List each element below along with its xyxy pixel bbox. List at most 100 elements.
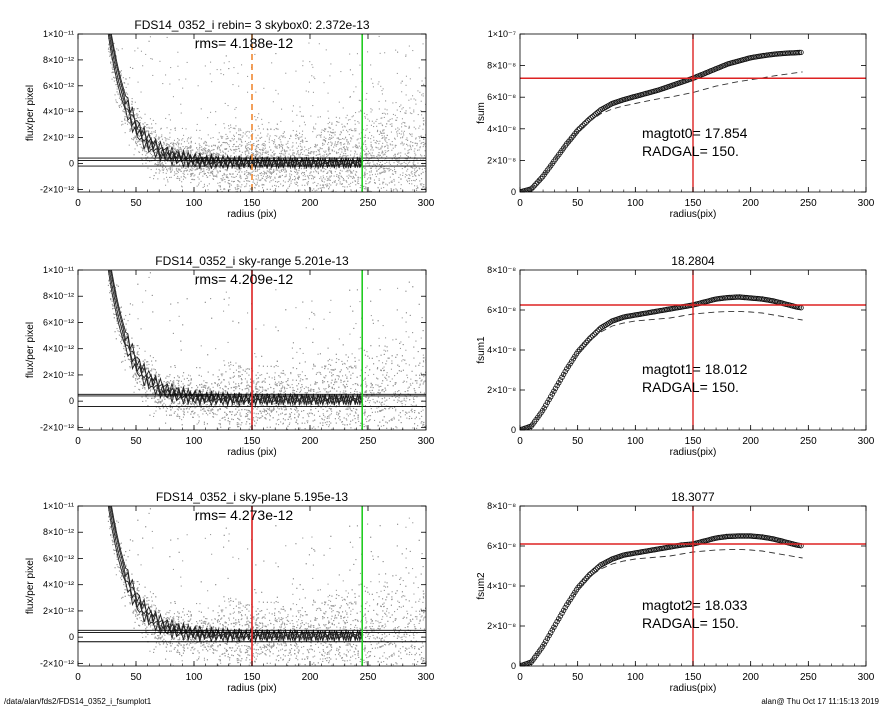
- scatter-point: [328, 179, 330, 181]
- scatter-point: [257, 169, 259, 171]
- scatter-point: [342, 154, 344, 156]
- scatter-point: [133, 154, 135, 156]
- scatter-point: [328, 177, 330, 179]
- scatter-point: [350, 140, 352, 142]
- scatter-point: [337, 176, 339, 178]
- scatter-point: [412, 167, 414, 169]
- scatter-point: [247, 172, 249, 174]
- scatter-point: [218, 132, 220, 134]
- scatter-point: [196, 147, 198, 149]
- scatter-point: [358, 122, 360, 124]
- scatter-point: [190, 169, 192, 171]
- scatter-point: [414, 148, 416, 150]
- scatter-point: [381, 150, 383, 152]
- scatter-point: [418, 175, 420, 177]
- scatter-point: [290, 134, 292, 136]
- scatter-point: [208, 167, 210, 169]
- scatter-point: [375, 146, 377, 148]
- scatter-point: [321, 180, 323, 182]
- scatter-point: [309, 61, 311, 63]
- scatter-point: [352, 146, 354, 148]
- scatter-point: [320, 176, 322, 178]
- scatter-point: [124, 119, 126, 121]
- scatter-point: [131, 98, 133, 100]
- y-tick-label: 2×10⁻¹²: [43, 133, 74, 143]
- scatter-point: [181, 127, 183, 129]
- scatter-point: [134, 148, 136, 150]
- scatter-point: [190, 161, 192, 163]
- scatter-point: [292, 179, 294, 181]
- scatter-point: [232, 173, 234, 175]
- scatter-point: [379, 161, 381, 163]
- scatter-point: [235, 117, 237, 119]
- y-tick-label: -2×10⁻¹²: [40, 184, 74, 194]
- scatter-point: [151, 133, 153, 135]
- scatter-point: [377, 140, 379, 142]
- scatter-point: [120, 104, 122, 106]
- scatter-point: [370, 170, 372, 172]
- scatter-point: [170, 155, 172, 157]
- scatter-point: [355, 86, 357, 88]
- scatter-point: [342, 178, 344, 180]
- scatter-point: [393, 188, 395, 190]
- scatter-point: [368, 162, 370, 164]
- scatter-point: [125, 86, 127, 88]
- scatter-point: [113, 80, 115, 82]
- scatter-point: [198, 143, 200, 145]
- scatter-point: [328, 183, 330, 185]
- scatter-point: [152, 74, 154, 76]
- scatter-point: [171, 155, 173, 157]
- scatter-point: [397, 127, 399, 129]
- scatter-point: [382, 125, 384, 127]
- scatter-point: [357, 179, 359, 181]
- scatter-point: [230, 140, 232, 142]
- scatter-point: [164, 161, 166, 163]
- scatter-point: [131, 138, 133, 140]
- scatter-point: [273, 154, 275, 156]
- scatter-point: [223, 74, 225, 76]
- scatter-point: [169, 145, 171, 147]
- scatter-point: [382, 137, 384, 139]
- scatter-point: [154, 158, 156, 160]
- scatter-point: [285, 174, 287, 176]
- scatter-point: [183, 170, 185, 172]
- scatter-point: [178, 168, 180, 170]
- scatter-point: [378, 178, 380, 180]
- scatter-point: [333, 132, 335, 134]
- scatter-point: [279, 171, 281, 173]
- scatter-point: [130, 107, 132, 109]
- scatter-point: [259, 179, 261, 181]
- scatter-point: [338, 101, 340, 103]
- scatter-point: [411, 173, 413, 175]
- scatter-point: [420, 135, 422, 137]
- scatter-point: [422, 164, 424, 166]
- scatter-point: [345, 171, 347, 173]
- scatter-point: [166, 168, 168, 170]
- scatter-point: [200, 149, 202, 151]
- scatter-point: [350, 172, 352, 174]
- scatter-point: [238, 171, 240, 173]
- scatter-point: [354, 190, 356, 192]
- scatter-point: [168, 146, 170, 148]
- scatter-point: [278, 176, 280, 178]
- scatter-point: [394, 184, 396, 186]
- y-axis-label: flux/per pixel: [25, 85, 36, 141]
- scatter-point: [373, 139, 375, 141]
- scatter-point: [342, 107, 344, 109]
- scatter-point: [227, 137, 229, 139]
- scatter-point: [198, 184, 200, 186]
- plot-1: [77, 33, 427, 193]
- scatter-point: [287, 142, 289, 144]
- scatter-point: [398, 132, 400, 134]
- scatter-point: [353, 170, 355, 172]
- scatter-point: [190, 152, 192, 154]
- scatter-point: [365, 159, 367, 161]
- scatter-point: [377, 147, 379, 149]
- scatter-point: [326, 156, 328, 158]
- scatter-point: [356, 182, 358, 184]
- scatter-point: [225, 154, 227, 156]
- scatter-point: [250, 144, 252, 146]
- scatter-point: [327, 172, 329, 174]
- scatter-point: [365, 163, 367, 165]
- scatter-point: [235, 150, 237, 152]
